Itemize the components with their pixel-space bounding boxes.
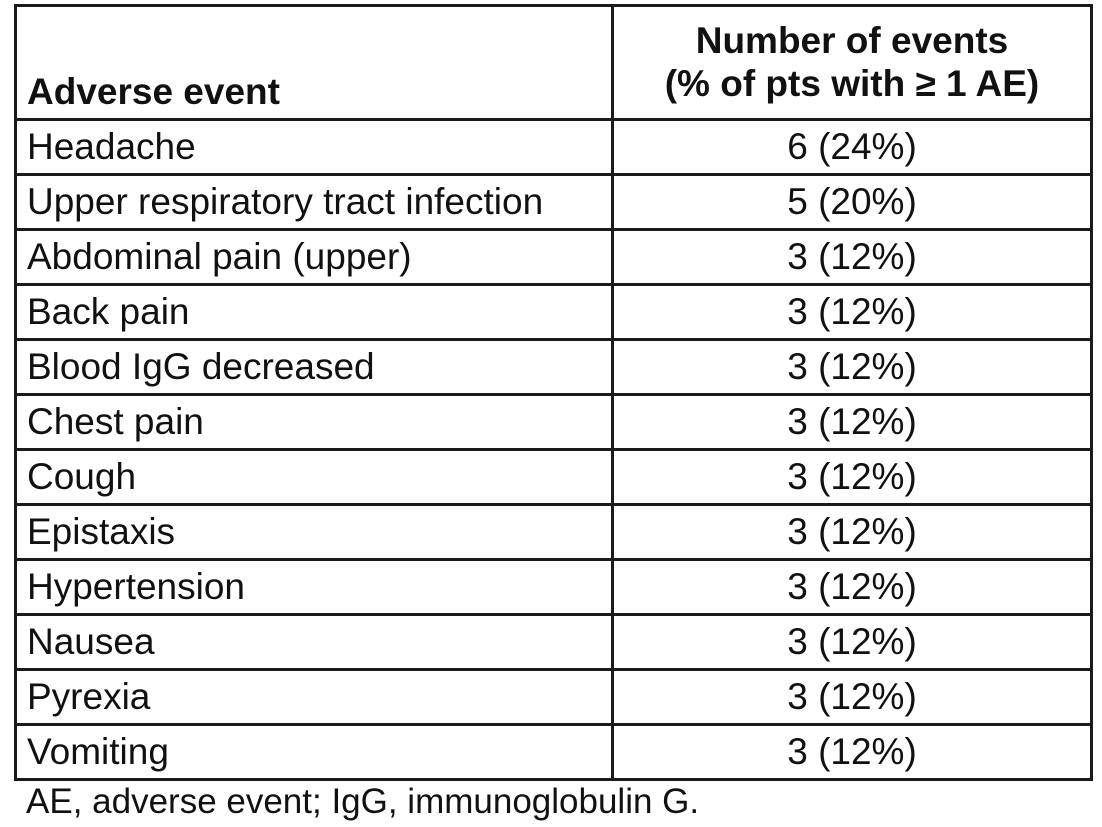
adverse-event-cell: Abdominal pain (upper) <box>14 228 614 286</box>
adverse-events-table: Adverse event Number of events (% of pts… <box>14 4 1093 781</box>
adverse-event-cell: Cough <box>14 448 614 506</box>
event-count-cell: 3 (12%) <box>611 613 1093 671</box>
table-footnote: AE, adverse event; IgG, immunoglobulin G… <box>26 782 700 821</box>
adverse-event-cell: Chest pain <box>14 393 614 451</box>
adverse-event-cell: Vomiting <box>14 723 614 781</box>
table-row: Epistaxis 3 (12%) <box>14 503 1093 561</box>
adverse-event-cell: Nausea <box>14 613 614 671</box>
table-row: Headache 6 (24%) <box>14 118 1093 176</box>
adverse-event-cell: Epistaxis <box>14 503 614 561</box>
event-count-cell: 3 (12%) <box>611 228 1093 286</box>
adverse-event-cell: Blood IgG decreased <box>14 338 614 396</box>
event-count-cell: 3 (12%) <box>611 723 1093 781</box>
event-count-cell: 3 (12%) <box>611 503 1093 561</box>
event-count-cell: 3 (12%) <box>611 283 1093 341</box>
adverse-event-cell: Pyrexia <box>14 668 614 726</box>
table-row: Back pain 3 (12%) <box>14 283 1093 341</box>
header-number-of-events-line1: Number of events <box>695 19 1009 61</box>
table-row: Cough 3 (12%) <box>14 448 1093 506</box>
adverse-event-cell: Headache <box>14 118 614 176</box>
header-number-of-events: Number of events (% of pts with ≥ 1 AE) <box>611 4 1093 121</box>
event-count-cell: 3 (12%) <box>611 668 1093 726</box>
table-row: Nausea 3 (12%) <box>14 613 1093 671</box>
table-row: Pyrexia 3 (12%) <box>14 668 1093 726</box>
event-count-cell: 3 (12%) <box>611 448 1093 506</box>
header-number-of-events-line2: (% of pts with ≥ 1 AE) <box>664 62 1040 104</box>
table-row: Hypertension 3 (12%) <box>14 558 1093 616</box>
header-adverse-event: Adverse event <box>14 4 614 121</box>
adverse-event-cell: Hypertension <box>14 558 614 616</box>
adverse-event-cell: Upper respiratory tract infection <box>14 173 614 231</box>
event-count-cell: 3 (12%) <box>611 393 1093 451</box>
event-count-cell: 6 (24%) <box>611 118 1093 176</box>
event-count-cell: 5 (20%) <box>611 173 1093 231</box>
table-row: Chest pain 3 (12%) <box>14 393 1093 451</box>
table-row: Vomiting 3 (12%) <box>14 723 1093 781</box>
event-count-cell: 3 (12%) <box>611 558 1093 616</box>
table-row: Upper respiratory tract infection 5 (20%) <box>14 173 1093 231</box>
event-count-cell: 3 (12%) <box>611 338 1093 396</box>
table-body: Headache 6 (24%) Upper respiratory tract i… <box>14 118 1093 781</box>
adverse-event-cell: Back pain <box>14 283 614 341</box>
table-row: Blood IgG decreased 3 (12%) <box>14 338 1093 396</box>
table-row: Abdominal pain (upper) 3 (12%) <box>14 228 1093 286</box>
table-header-row: Adverse event Number of events (% of pts… <box>14 4 1093 121</box>
